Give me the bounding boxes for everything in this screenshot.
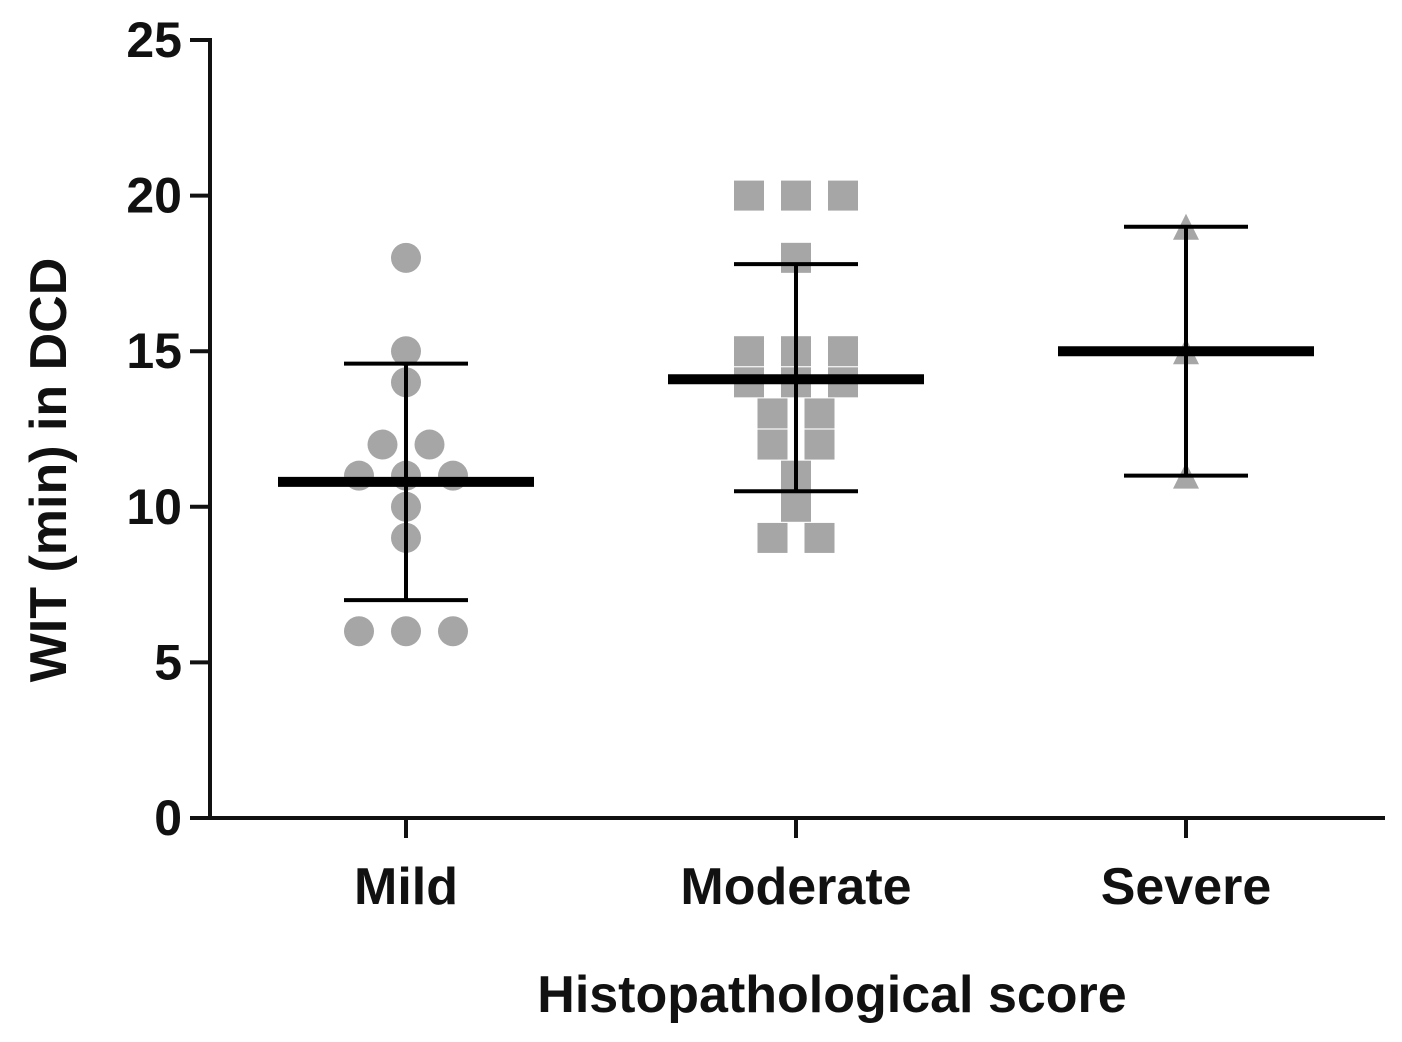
y-tick-label: 25 [126,12,182,68]
y-axis-ticks: 0 5 10 15 20 25 [126,12,210,846]
data-point-square [734,336,764,367]
data-point-square [757,522,788,553]
data-point-circle [367,429,398,460]
data-point-square [734,180,764,211]
data-point-square [757,398,788,429]
x-tick-label: Mild [354,858,458,916]
plot-area [278,180,1314,647]
x-tick-label: Moderate [680,858,911,916]
y-tick-label: 0 [154,790,182,846]
data-point-circle [391,336,421,367]
y-tick-label: 15 [126,323,182,379]
data-point-square [828,336,858,367]
data-point-circle [391,616,421,647]
data-point-square [828,180,858,211]
data-point-square [757,429,788,460]
data-point-square [804,429,835,460]
data-point-circle [344,616,374,647]
y-tick-label: 5 [154,634,182,690]
y-tick-label: 20 [126,168,182,224]
y-axis-title: WIT (min) in DCD [20,258,78,683]
data-point-circle [391,242,421,273]
data-point-square [781,491,811,522]
y-tick-label: 10 [126,479,182,535]
x-axis-title: Histopathological score [537,966,1126,1024]
data-point-square [804,398,835,429]
data-point-square [781,180,811,211]
x-tick-label: Severe [1101,858,1272,916]
data-point-square [804,522,835,553]
data-point-circle [438,616,468,647]
x-axis-ticks: Mild Moderate Severe [354,818,1271,916]
data-point-circle [414,429,445,460]
